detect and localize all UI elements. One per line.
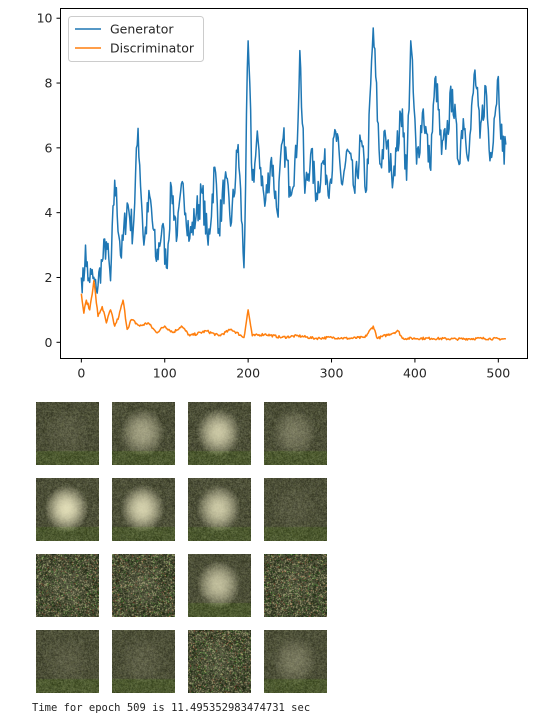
legend: Generator Discriminator [68,16,204,62]
x-tick-label: 0 [77,366,85,381]
sample-pixels [264,554,327,617]
sample-pixels [188,630,251,693]
sample-pixels [36,554,99,617]
sample-pixels [188,402,251,465]
series-line-discriminator [80,279,507,341]
generated-samples-grid [36,402,328,693]
sample-pixels [36,478,99,541]
tick-layer: 0 100 200 300 400 500 0 2 4 6 8 10 [37,11,511,381]
generated-sample-image [36,478,99,541]
generated-sample-image [36,554,99,617]
sample-pixels [36,630,99,693]
plot-area: 0 100 200 300 400 500 0 2 4 6 8 10 [37,8,528,381]
x-tick-label: 100 [153,366,177,381]
sample-pixels [36,402,99,465]
generated-sample-image [188,630,251,693]
sample-pixels [188,554,251,617]
generated-sample-image [112,554,175,617]
generated-sample-image [264,554,327,617]
sample-pixels [112,402,175,465]
sample-pixels [264,402,327,465]
sample-pixels [188,478,251,541]
generated-sample-image [112,630,175,693]
generated-sample-image [112,402,175,465]
x-tick-label: 300 [320,366,344,381]
generated-sample-image [188,402,251,465]
generated-sample-image [188,554,251,617]
y-tick-label: 8 [45,76,53,91]
generated-sample-image [188,478,251,541]
y-tick-label: 10 [37,11,53,26]
y-tick-label: 6 [45,140,53,155]
legend-box [68,16,204,62]
x-tick-label: 200 [236,366,260,381]
axes-frame [60,8,528,359]
loss-chart: 0 100 200 300 400 500 0 2 4 6 8 10 Generator Discri… [37,8,528,381]
x-tick-label: 400 [403,366,427,381]
sample-pixels [112,478,175,541]
y-tick-label: 4 [45,205,53,220]
generated-sample-image [264,402,327,465]
sample-pixels [264,478,327,541]
x-tick-label: 500 [486,366,510,381]
series-line-generator [80,27,507,294]
legend-label-discriminator: Discriminator [110,41,195,56]
sample-pixels [112,554,175,617]
generated-sample-image [264,478,327,541]
generated-sample-image [36,402,99,465]
generated-sample-image [36,630,99,693]
series-layer [80,27,507,341]
y-tick-label: 0 [45,335,53,350]
sample-pixels [112,630,175,693]
legend-label-generator: Generator [110,22,174,37]
generated-sample-image [264,630,327,693]
generated-sample-image [112,478,175,541]
epoch-time-status: Time for epoch 509 is 11.495352983474731… [32,702,311,714]
sample-pixels [264,630,327,693]
y-tick-label: 2 [45,270,53,285]
